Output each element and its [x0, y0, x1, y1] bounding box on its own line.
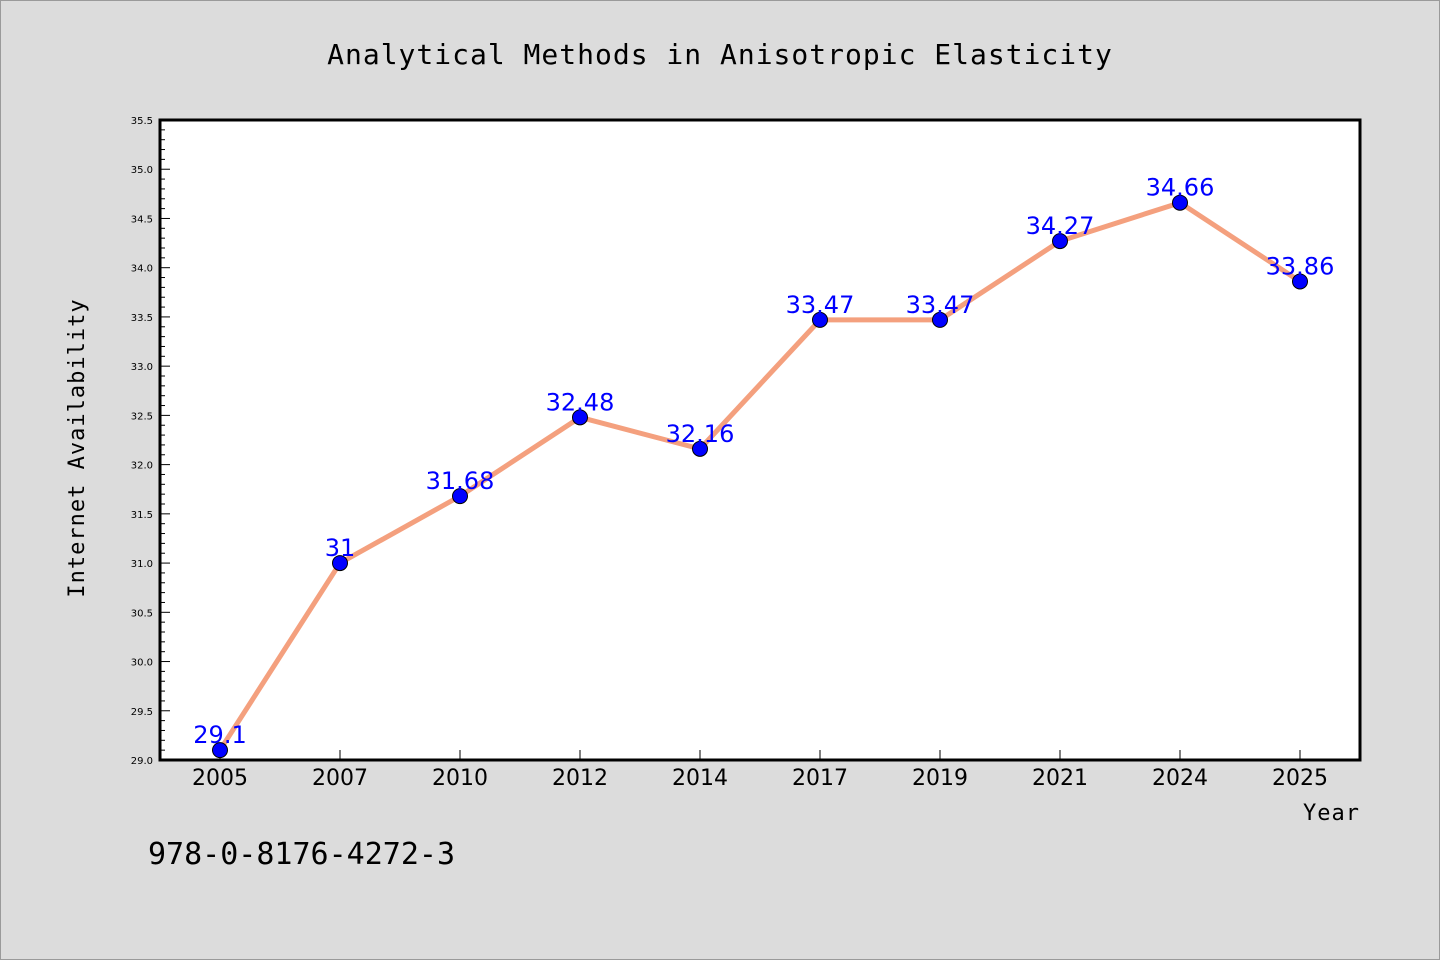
x-tick-label: 2012 — [552, 766, 608, 791]
x-tick-label: 2007 — [312, 766, 368, 791]
y-axis: 29.0 29.5 30.0 30.5 31.0 31.5 32.0 32.5 33.0 33.5… — [131, 116, 170, 767]
data-point — [932, 311, 948, 328]
x-tick-label: 2017 — [792, 766, 848, 791]
data-label: 32.48 — [546, 388, 615, 416]
data-point — [1052, 233, 1068, 250]
data-point — [572, 409, 588, 426]
y-tick-label: 31.0 — [131, 559, 153, 570]
y-tick-label: 33.5 — [131, 313, 153, 324]
x-axis: 2005 2007 2010 2012 2014 2017 2019 2021 2024 2025 — [192, 750, 1328, 791]
y-tick-label: 29.0 — [131, 756, 153, 767]
data-label: 33.47 — [786, 291, 855, 319]
y-tick-label: 34.5 — [131, 214, 153, 225]
data-label: 34.27 — [1026, 212, 1095, 240]
x-tick-label: 2014 — [672, 766, 728, 791]
y-tick-label: 30.0 — [131, 658, 153, 669]
y-tick-label: 32.5 — [131, 411, 153, 422]
data-label: 31 — [325, 534, 356, 562]
y-tick-label: 32.0 — [131, 461, 153, 472]
y-tick-label: 31.5 — [131, 510, 153, 521]
y-tick-label: 30.5 — [131, 608, 153, 619]
data-point — [452, 488, 468, 505]
chart-title: Analytical Methods in Anisotropic Elasti… — [327, 38, 1113, 71]
data-point — [1172, 194, 1188, 211]
y-tick-label: 35.5 — [131, 116, 153, 127]
isbn-annotation: 978-0-8176-4272-3 — [148, 837, 455, 872]
data-label: 33.86 — [1266, 252, 1335, 280]
x-tick-label: 2010 — [432, 766, 488, 791]
data-point — [1292, 273, 1308, 290]
y-tick-label: 35.0 — [131, 165, 153, 176]
data-label: 32.16 — [666, 420, 735, 448]
x-tick-label: 2005 — [192, 766, 248, 791]
y-tick-label: 34.0 — [131, 264, 153, 275]
series-markers — [212, 194, 1308, 759]
x-tick-label: 2025 — [1272, 766, 1328, 791]
data-point — [332, 555, 348, 572]
data-point — [692, 440, 708, 457]
x-tick-label: 2019 — [912, 766, 968, 791]
plot-area — [158, 118, 1362, 762]
data-label: 34.66 — [1146, 174, 1215, 202]
data-label: 33.47 — [906, 291, 975, 319]
y-tick-label: 33.0 — [131, 362, 153, 373]
data-label: 31.68 — [426, 467, 495, 495]
x-axis-label: Year — [1303, 801, 1360, 826]
x-tick-label: 2024 — [1152, 766, 1208, 791]
data-label: 29.1 — [193, 721, 246, 749]
data-labels: 29.1 31 31.68 32.48 32.16 33.47 33.47 34.27 34.6… — [193, 174, 1334, 749]
series-line — [217, 200, 1303, 753]
data-point — [212, 742, 228, 759]
y-tick-label: 29.5 — [131, 707, 153, 718]
data-point — [812, 311, 828, 328]
y-axis-label: Internet Availability — [65, 298, 90, 597]
x-tick-label: 2021 — [1032, 766, 1088, 791]
